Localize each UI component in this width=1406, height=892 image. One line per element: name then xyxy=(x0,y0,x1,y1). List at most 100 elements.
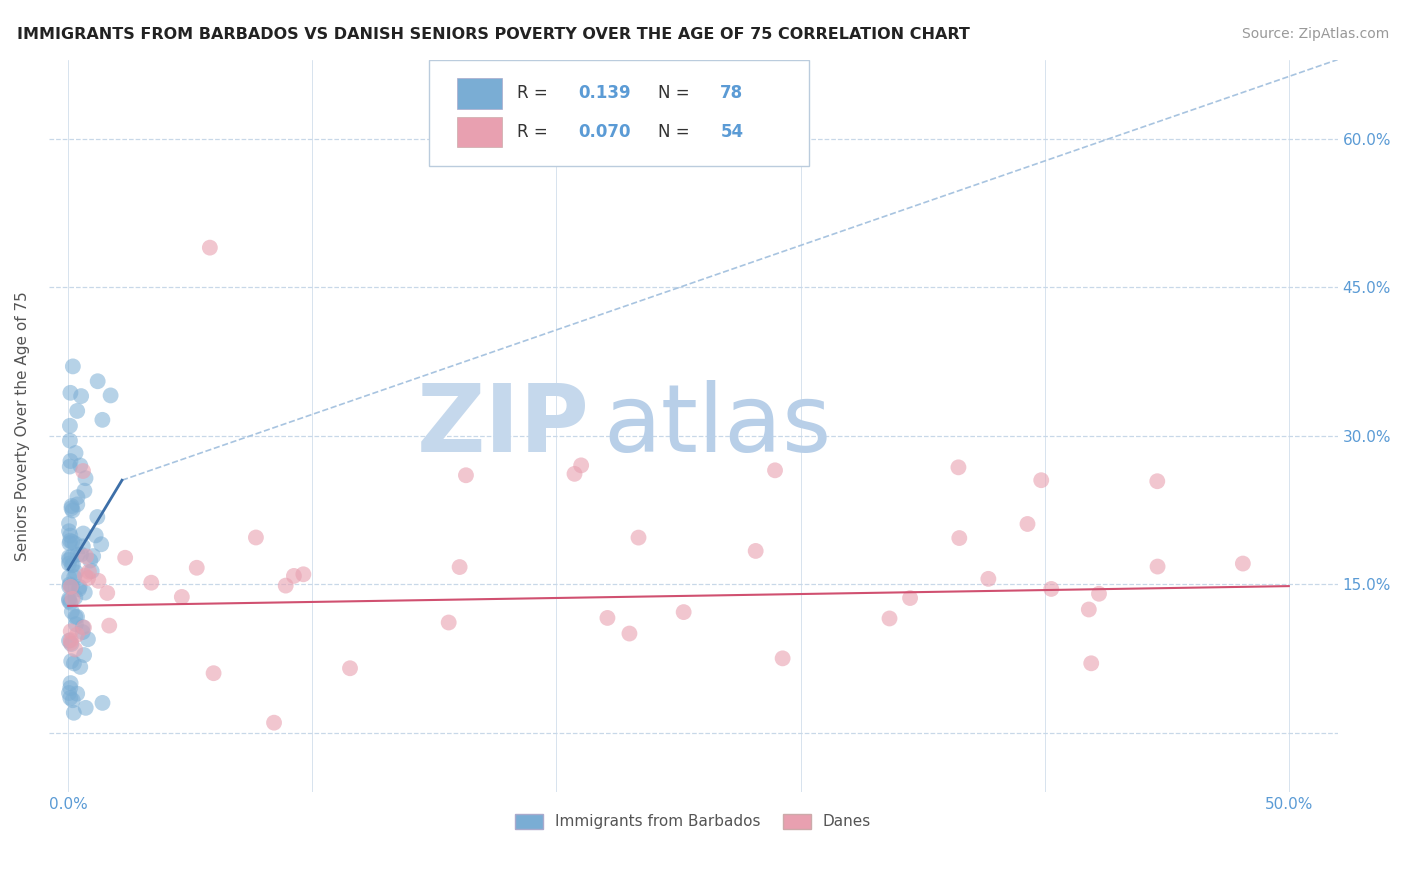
Point xyxy=(66,404,89,418)
Point xyxy=(170,590,193,604)
Text: N =: N = xyxy=(658,123,696,141)
FancyBboxPatch shape xyxy=(457,78,502,109)
Point xyxy=(59,454,82,468)
Point xyxy=(82,549,104,563)
Point xyxy=(100,388,122,402)
Point xyxy=(627,531,650,545)
Point xyxy=(86,510,108,524)
Point xyxy=(59,577,82,591)
Point xyxy=(60,654,83,668)
Point xyxy=(66,609,89,624)
Point xyxy=(59,624,82,639)
Point xyxy=(58,686,80,700)
Point xyxy=(59,690,82,705)
Point xyxy=(59,418,82,433)
Point xyxy=(63,642,86,657)
Point xyxy=(60,637,83,651)
Point xyxy=(60,549,83,564)
Point xyxy=(1232,557,1254,571)
Point xyxy=(63,536,86,550)
Point xyxy=(948,460,970,475)
Point xyxy=(62,558,84,572)
Point xyxy=(72,620,94,634)
Point xyxy=(60,534,83,549)
Point xyxy=(202,666,225,681)
Point xyxy=(58,570,80,584)
Point xyxy=(58,557,80,571)
Point xyxy=(75,701,97,715)
Point xyxy=(87,574,110,588)
Point xyxy=(263,715,285,730)
Point xyxy=(73,585,96,599)
Point xyxy=(72,539,94,553)
Point xyxy=(69,580,91,594)
Point xyxy=(75,549,97,564)
Point xyxy=(744,544,766,558)
Point xyxy=(65,617,87,632)
Point xyxy=(59,434,82,448)
Point xyxy=(79,553,101,567)
Point xyxy=(66,497,89,511)
Point xyxy=(59,596,82,610)
Point xyxy=(58,516,80,531)
Y-axis label: Seniors Poverty Over the Age of 75: Seniors Poverty Over the Age of 75 xyxy=(15,291,30,561)
Point xyxy=(437,615,460,630)
Point xyxy=(69,458,91,473)
Point xyxy=(772,651,794,665)
Legend: Immigrants from Barbados, Danes: Immigrants from Barbados, Danes xyxy=(509,808,877,836)
Point xyxy=(58,593,80,607)
Point xyxy=(63,657,86,671)
Point xyxy=(60,499,83,513)
Point xyxy=(66,548,89,562)
Point xyxy=(1077,602,1099,616)
Text: IMMIGRANTS FROM BARBADOS VS DANISH SENIORS POVERTY OVER THE AGE OF 75 CORRELATIO: IMMIGRANTS FROM BARBADOS VS DANISH SENIO… xyxy=(17,27,970,42)
Point xyxy=(564,467,586,481)
Text: Source: ZipAtlas.com: Source: ZipAtlas.com xyxy=(1241,27,1389,41)
Point xyxy=(77,565,100,579)
Point xyxy=(198,241,221,255)
Point xyxy=(58,633,80,648)
Point xyxy=(283,569,305,583)
Point xyxy=(80,564,103,578)
Point xyxy=(77,632,100,647)
Point xyxy=(65,591,87,605)
Point xyxy=(1088,587,1111,601)
Point xyxy=(91,696,114,710)
Point xyxy=(62,591,84,606)
Point xyxy=(59,459,82,474)
Point xyxy=(59,636,82,650)
Point xyxy=(58,524,80,539)
Point xyxy=(454,468,477,483)
Text: R =: R = xyxy=(516,84,553,103)
Point xyxy=(1031,473,1053,487)
Point xyxy=(58,553,80,567)
Point xyxy=(245,531,267,545)
Point xyxy=(1017,516,1039,531)
Point xyxy=(62,693,84,707)
Point xyxy=(60,605,83,619)
Point xyxy=(67,582,90,597)
Point xyxy=(62,503,84,517)
Point xyxy=(72,526,94,541)
Point xyxy=(73,621,96,635)
Point xyxy=(1146,559,1168,574)
Point xyxy=(77,571,100,585)
Point xyxy=(141,575,163,590)
Point xyxy=(90,537,112,551)
Point xyxy=(898,591,921,605)
Point xyxy=(73,483,96,498)
Point xyxy=(69,660,91,674)
FancyBboxPatch shape xyxy=(457,117,502,147)
Point xyxy=(114,550,136,565)
Point xyxy=(98,618,121,632)
Point xyxy=(70,389,93,403)
Point xyxy=(274,579,297,593)
Text: 0.070: 0.070 xyxy=(578,123,631,141)
Point xyxy=(65,610,87,624)
Point xyxy=(70,548,93,562)
Point xyxy=(292,567,315,582)
Point xyxy=(72,625,94,640)
Point xyxy=(60,501,83,516)
Point xyxy=(58,580,80,594)
Point xyxy=(763,463,786,477)
